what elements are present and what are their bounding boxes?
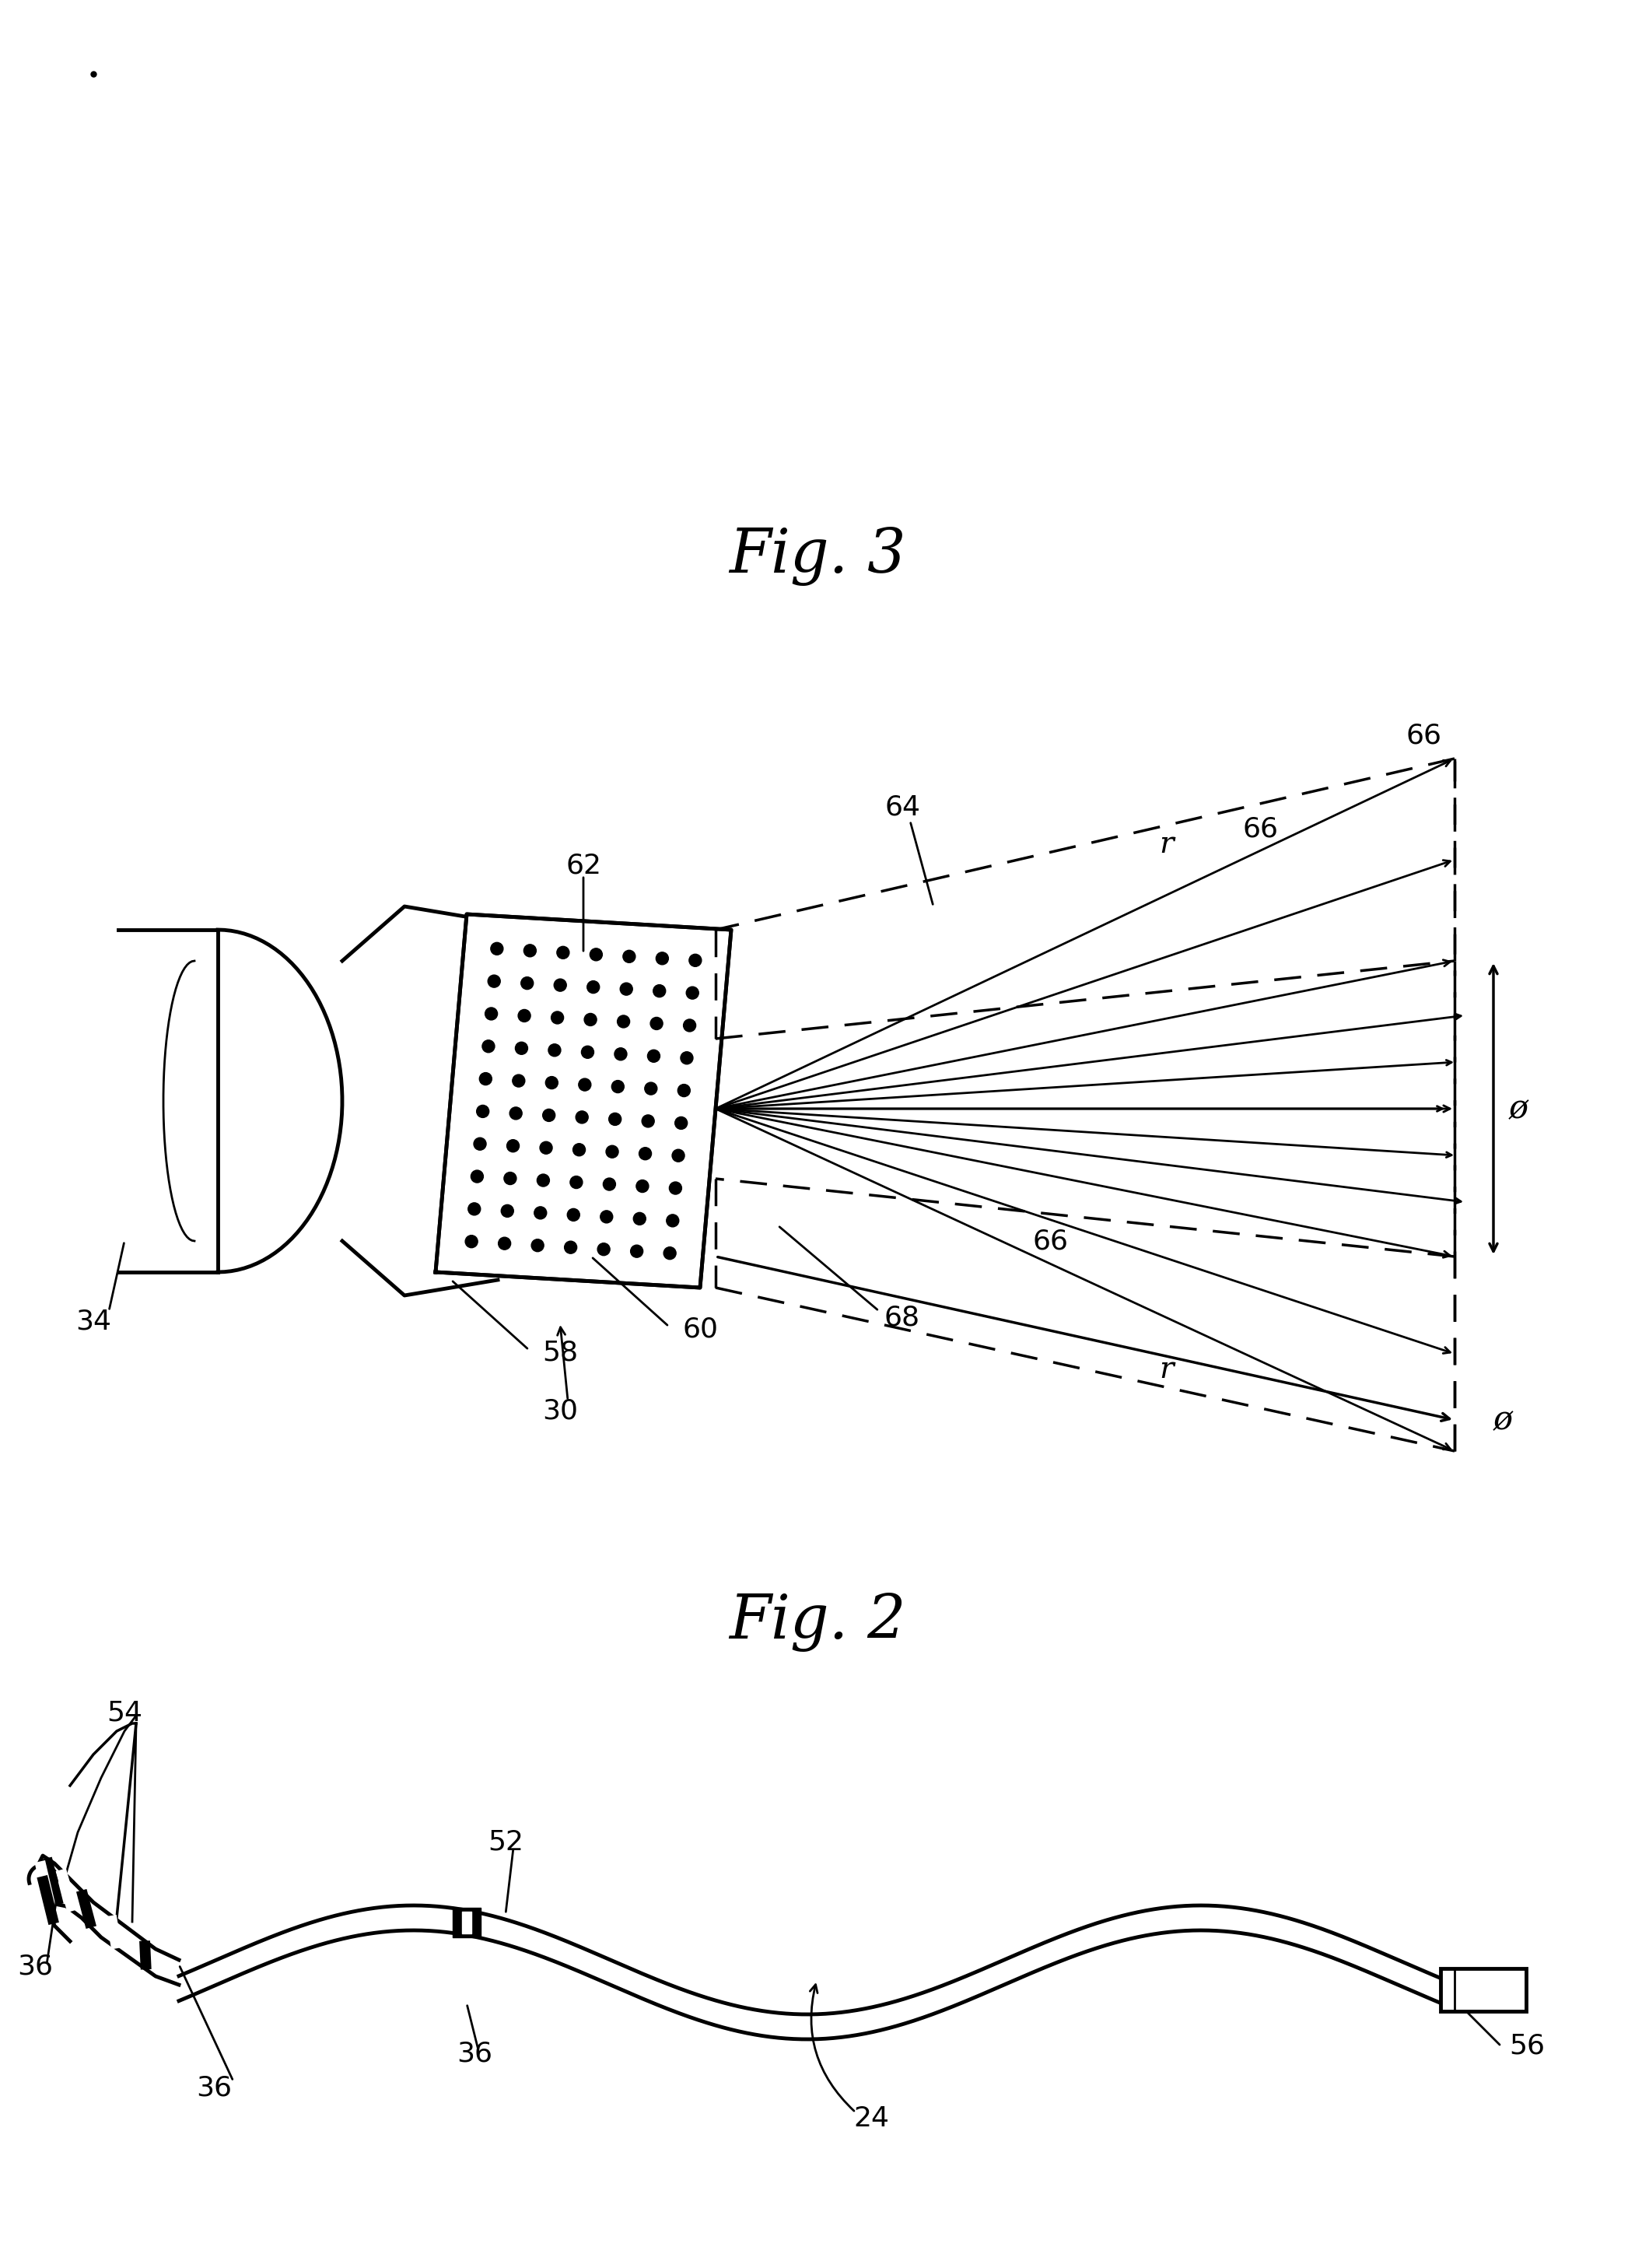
Circle shape bbox=[636, 1179, 649, 1193]
Circle shape bbox=[490, 943, 504, 955]
Circle shape bbox=[675, 1116, 687, 1129]
Circle shape bbox=[523, 943, 536, 957]
Circle shape bbox=[656, 953, 669, 964]
Text: 66: 66 bbox=[1243, 816, 1279, 841]
Text: 64: 64 bbox=[885, 794, 921, 821]
Text: 52: 52 bbox=[487, 1828, 523, 1855]
Circle shape bbox=[567, 1209, 580, 1220]
Circle shape bbox=[652, 984, 665, 998]
Circle shape bbox=[499, 1238, 510, 1250]
Circle shape bbox=[546, 1077, 558, 1089]
Circle shape bbox=[631, 1245, 643, 1256]
Text: 66: 66 bbox=[1032, 1227, 1068, 1254]
Circle shape bbox=[540, 1141, 553, 1154]
Circle shape bbox=[643, 1116, 654, 1127]
Circle shape bbox=[482, 1041, 495, 1052]
Text: r: r bbox=[1159, 1354, 1174, 1383]
Circle shape bbox=[512, 1075, 525, 1086]
Circle shape bbox=[579, 1080, 590, 1091]
Circle shape bbox=[531, 1238, 544, 1252]
Circle shape bbox=[507, 1139, 520, 1152]
Text: 68: 68 bbox=[885, 1304, 921, 1331]
Circle shape bbox=[535, 1207, 546, 1220]
Circle shape bbox=[576, 1111, 589, 1123]
Circle shape bbox=[590, 948, 602, 962]
Circle shape bbox=[667, 1213, 679, 1227]
Circle shape bbox=[608, 1114, 621, 1125]
Circle shape bbox=[584, 1014, 597, 1025]
Circle shape bbox=[536, 1175, 549, 1186]
Circle shape bbox=[518, 1009, 530, 1023]
Text: r: r bbox=[1159, 830, 1174, 860]
Text: Fig. 2: Fig. 2 bbox=[729, 1592, 906, 1651]
Circle shape bbox=[543, 1109, 556, 1120]
Circle shape bbox=[479, 1073, 492, 1084]
Text: ø: ø bbox=[1493, 1404, 1512, 1436]
Circle shape bbox=[620, 982, 633, 996]
Text: 54: 54 bbox=[106, 1701, 142, 1726]
Circle shape bbox=[669, 1182, 682, 1195]
Circle shape bbox=[487, 975, 500, 987]
Circle shape bbox=[603, 1177, 616, 1191]
Circle shape bbox=[471, 1170, 484, 1182]
Circle shape bbox=[476, 1105, 489, 1118]
Circle shape bbox=[651, 1018, 662, 1030]
Circle shape bbox=[607, 1145, 618, 1159]
Circle shape bbox=[611, 1080, 625, 1093]
Circle shape bbox=[504, 1173, 517, 1184]
Circle shape bbox=[474, 1139, 486, 1150]
Circle shape bbox=[486, 1007, 497, 1021]
Circle shape bbox=[687, 987, 698, 1000]
Polygon shape bbox=[435, 914, 731, 1288]
Circle shape bbox=[644, 1082, 657, 1095]
Circle shape bbox=[664, 1247, 675, 1259]
Circle shape bbox=[679, 1084, 690, 1098]
Text: 36: 36 bbox=[196, 2075, 232, 2100]
Text: 36: 36 bbox=[16, 1953, 52, 1980]
Text: 36: 36 bbox=[456, 2041, 492, 2066]
Circle shape bbox=[571, 1177, 582, 1188]
Text: 34: 34 bbox=[75, 1309, 111, 1334]
Circle shape bbox=[572, 1143, 585, 1157]
Circle shape bbox=[551, 1012, 564, 1023]
Polygon shape bbox=[178, 1905, 1439, 2039]
Circle shape bbox=[548, 1043, 561, 1057]
Circle shape bbox=[623, 950, 636, 962]
Circle shape bbox=[680, 1052, 693, 1064]
Circle shape bbox=[466, 1236, 477, 1247]
Circle shape bbox=[587, 980, 600, 993]
Circle shape bbox=[564, 1241, 577, 1254]
Circle shape bbox=[639, 1148, 651, 1159]
Circle shape bbox=[468, 1202, 481, 1216]
Circle shape bbox=[522, 978, 533, 989]
Circle shape bbox=[510, 1107, 522, 1120]
Text: 24: 24 bbox=[853, 2105, 889, 2132]
Circle shape bbox=[502, 1204, 513, 1218]
Circle shape bbox=[647, 1050, 661, 1061]
Circle shape bbox=[683, 1018, 697, 1032]
Text: ø: ø bbox=[1509, 1093, 1529, 1125]
Text: Fig. 3: Fig. 3 bbox=[729, 526, 906, 585]
Circle shape bbox=[515, 1041, 528, 1055]
Circle shape bbox=[618, 1016, 629, 1027]
Text: 56: 56 bbox=[1509, 2032, 1545, 2059]
Bar bbox=[1440, 1969, 1525, 2012]
Circle shape bbox=[597, 1243, 610, 1256]
Circle shape bbox=[558, 946, 569, 959]
Circle shape bbox=[633, 1213, 646, 1225]
Text: 62: 62 bbox=[566, 853, 602, 878]
Circle shape bbox=[554, 980, 566, 991]
Circle shape bbox=[672, 1150, 685, 1161]
Text: 60: 60 bbox=[682, 1315, 718, 1343]
Text: 58: 58 bbox=[543, 1338, 579, 1365]
Circle shape bbox=[582, 1046, 594, 1059]
Text: 30: 30 bbox=[543, 1397, 577, 1424]
Text: 66: 66 bbox=[1406, 721, 1442, 748]
Circle shape bbox=[688, 955, 701, 966]
Circle shape bbox=[615, 1048, 626, 1061]
Circle shape bbox=[600, 1211, 613, 1222]
